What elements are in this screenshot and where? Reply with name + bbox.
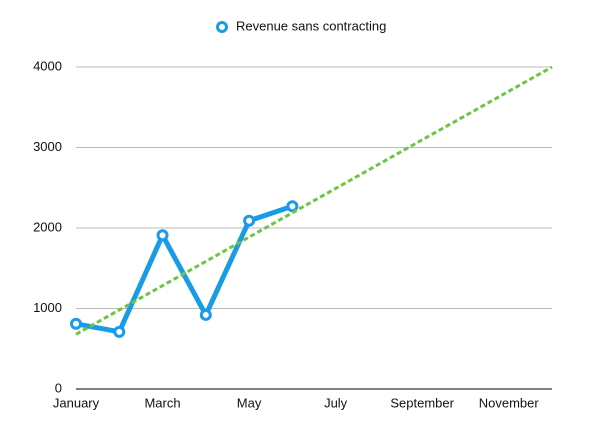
y-tick-label: 3000 bbox=[33, 139, 62, 154]
point bbox=[199, 308, 212, 321]
trend-line bbox=[75, 65, 553, 336]
point bbox=[70, 317, 82, 330]
x-tick-label: May bbox=[237, 395, 262, 410]
point bbox=[286, 200, 299, 213]
y-tick-label: 2000 bbox=[33, 219, 62, 234]
series-line bbox=[75, 203, 294, 335]
point bbox=[156, 229, 169, 242]
x-tick-label: September bbox=[390, 395, 454, 410]
x-tick-label: January bbox=[53, 395, 100, 410]
x-tick-label: November bbox=[479, 395, 540, 410]
x-tick-label: March bbox=[144, 395, 180, 410]
y-tick-label: 1000 bbox=[33, 300, 62, 315]
x-tick-label: July bbox=[324, 395, 348, 410]
y-tick-label: 4000 bbox=[33, 58, 62, 73]
point bbox=[243, 214, 256, 227]
point bbox=[113, 325, 126, 338]
y-tick-label: 0 bbox=[55, 380, 62, 395]
legend-label: Revenue sans contracting bbox=[236, 18, 386, 33]
legend-marker bbox=[216, 21, 228, 33]
